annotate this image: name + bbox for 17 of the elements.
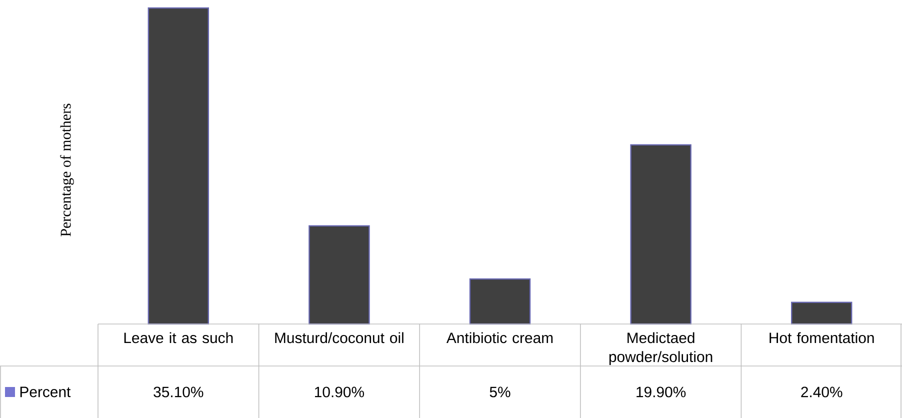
- bar: [791, 302, 852, 325]
- x-tick-label: Hot fomentation: [770, 332, 874, 344]
- data-label: 10.90%: [315, 386, 364, 398]
- y-axis-title: Percentage of mothers: [60, 104, 74, 236]
- x-tick-label: Musturd/coconut oil: [275, 332, 404, 344]
- bar: [308, 225, 370, 325]
- x-tick-label: Antibiotic cream: [446, 332, 553, 344]
- bar: [148, 7, 210, 325]
- text: Percent: [20, 386, 71, 398]
- bar: [630, 144, 692, 325]
- x-tick-label: Medictaed powder/solution: [609, 332, 712, 366]
- data-label: 5%: [490, 386, 510, 398]
- data-label: 19.90%: [636, 386, 686, 398]
- bar: [469, 278, 531, 325]
- data-label: 2.40%: [801, 386, 842, 398]
- data-label: 35.10%: [154, 386, 204, 398]
- x-tick-label: Leave it as such: [124, 332, 233, 344]
